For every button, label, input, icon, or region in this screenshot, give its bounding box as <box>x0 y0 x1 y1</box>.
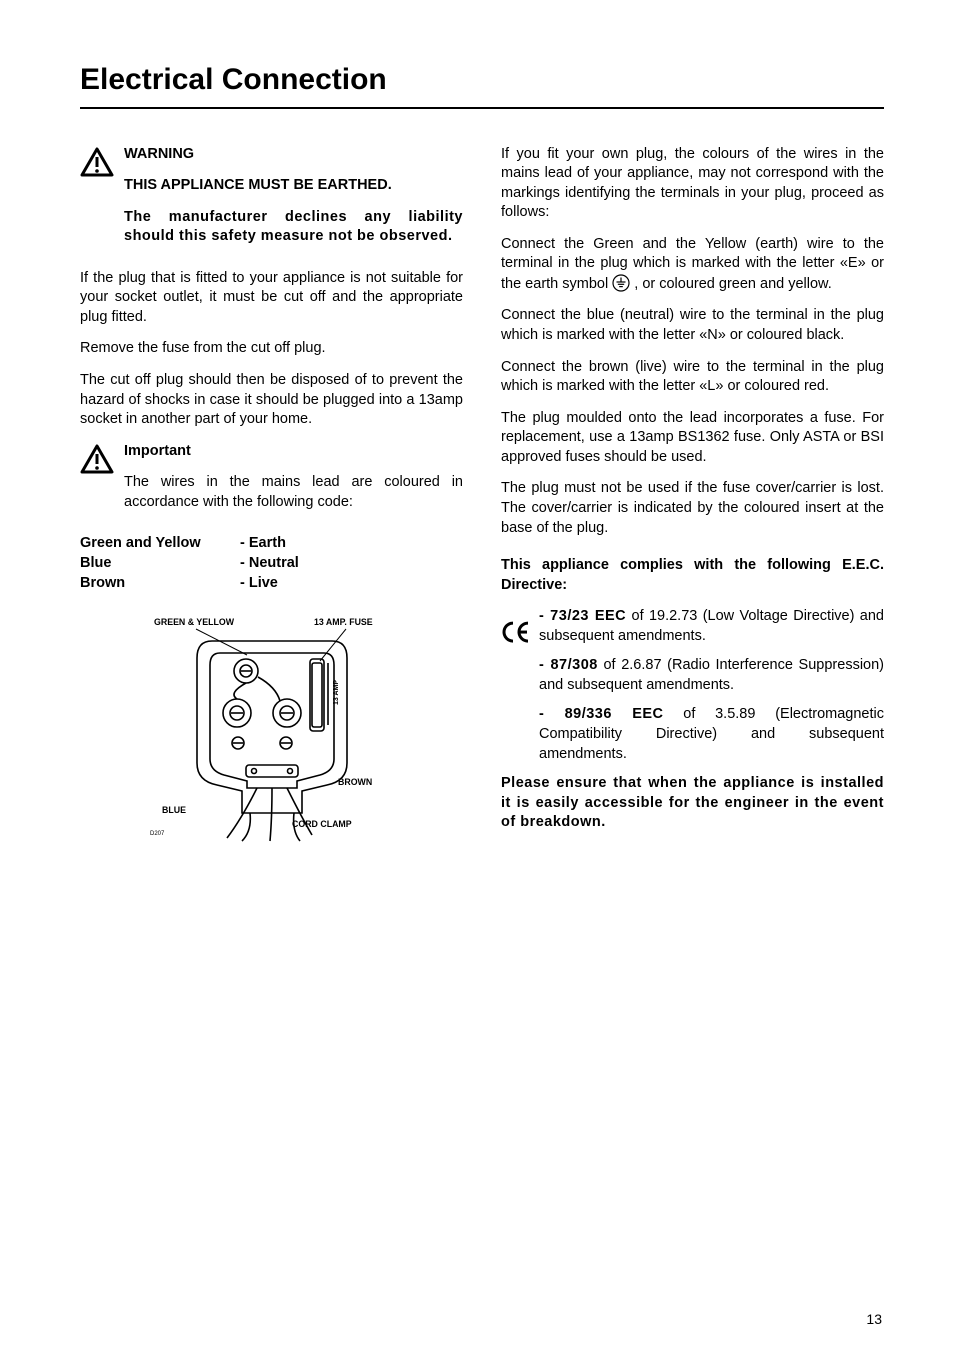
directive-code: - 89/336 EEC <box>539 706 664 722</box>
warning-heading: WARNING <box>124 145 463 165</box>
diagram-label-amp: 13 AMP <box>333 680 340 705</box>
title-rule <box>80 107 884 109</box>
directive-list: - 73/23 EEC of 19.2.73 (Low Voltage Dire… <box>501 607 884 764</box>
diagram-label-blue: BLUE <box>162 805 186 815</box>
wire-role: - Neutral <box>240 554 299 574</box>
para-connect-earth-b: , or coloured green and yellow. <box>634 276 832 292</box>
directive-item: - 89/336 EEC of 3.5.89 (Electromagnetic … <box>501 705 884 764</box>
para-fuse-cover: The plug must not be used if the fuse co… <box>501 479 884 538</box>
directive-heading: This appliance complies with the followi… <box>501 556 884 595</box>
para-plug-cutoff: If the plug that is fitted to your appli… <box>80 269 463 328</box>
important-block: Important The wires in the mains lead ar… <box>80 442 463 525</box>
important-body: The wires in the mains lead are coloured… <box>124 473 463 512</box>
diagram-ref: D207 <box>150 831 165 837</box>
wire-colour-table: Green and Yellow - Earth Blue - Neutral … <box>80 534 463 593</box>
closing-note: Please ensure that when the appliance is… <box>501 774 884 833</box>
diagram-label-green-yellow: GREEN & YELLOW <box>154 617 235 627</box>
warning-earthed: THIS APPLIANCE MUST BE EARTHED. <box>124 176 463 196</box>
para-connect-neutral: Connect the blue (neutral) wire to the t… <box>501 306 884 345</box>
directive-code: - 87/308 <box>539 657 598 673</box>
wire-role: - Live <box>240 574 278 594</box>
directive-code: - 73/23 EEC <box>539 608 626 624</box>
ce-mark-icon <box>501 608 531 656</box>
warning-icon <box>80 147 114 177</box>
diagram-label-cord-clamp: CORD CLAMP <box>292 819 352 829</box>
para-remove-fuse: Remove the fuse from the cut off plug. <box>80 339 463 359</box>
warning-icon <box>80 444 114 474</box>
para-dispose-plug: The cut off plug should then be disposed… <box>80 371 463 430</box>
wire-colour: Blue <box>80 554 240 574</box>
directive-item: - 87/308 of 2.6.87 (Radio Interference S… <box>501 656 884 695</box>
para-connect-live: Connect the brown (live) wire to the ter… <box>501 358 884 397</box>
directive-item: - 73/23 EEC of 19.2.73 (Low Voltage Dire… <box>501 607 884 656</box>
para-own-plug: If you fit your own plug, the colours of… <box>501 145 884 223</box>
diagram-label-fuse: 13 AMP. FUSE <box>314 617 373 627</box>
left-column: WARNING THIS APPLIANCE MUST BE EARTHED. … <box>80 145 463 850</box>
right-column: If you fit your own plug, the colours of… <box>501 145 884 850</box>
page-number: 13 <box>866 1310 882 1329</box>
page-title: Electrical Connection <box>80 60 884 101</box>
two-column-layout: WARNING THIS APPLIANCE MUST BE EARTHED. … <box>80 145 884 850</box>
important-heading: Important <box>124 442 463 462</box>
wire-colour: Green and Yellow <box>80 534 240 554</box>
warning-liability: The manufacturer declines any liability … <box>124 208 463 247</box>
earth-symbol-icon <box>612 274 630 292</box>
diagram-label-brown: BROWN <box>338 777 372 787</box>
table-row: Blue - Neutral <box>80 554 463 574</box>
table-row: Green and Yellow - Earth <box>80 534 463 554</box>
plug-diagram: GREEN & YELLOW 13 AMP. FUSE <box>142 613 402 850</box>
wire-role: - Earth <box>240 534 286 554</box>
warning-block: WARNING THIS APPLIANCE MUST BE EARTHED. … <box>80 145 463 259</box>
table-row: Brown - Live <box>80 574 463 594</box>
wire-colour: Brown <box>80 574 240 594</box>
para-connect-earth: Connect the Green and the Yellow (earth)… <box>501 235 884 295</box>
para-fuse-replacement: The plug moulded onto the lead incorpora… <box>501 409 884 468</box>
